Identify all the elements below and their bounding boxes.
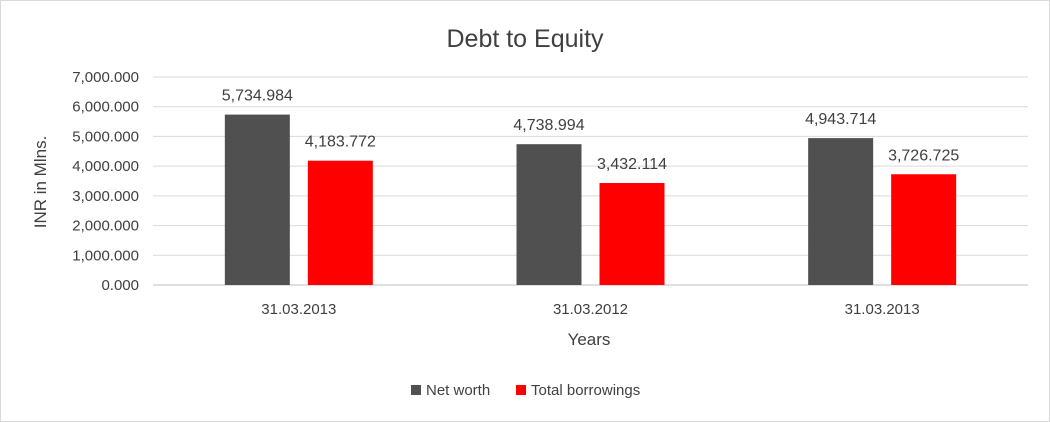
y-tick-label: 2,000.000 [72,218,139,235]
legend-label: Total borrowings [531,382,640,399]
gridlines [153,76,1028,286]
x-tick-label: 31.03.2013 [261,301,336,318]
y-axis-title: INR in Mlns. [31,136,50,229]
x-tick-label: 31.03.2013 [845,301,920,318]
y-tick-label: 3,000.000 [72,188,139,205]
bar-total-borrowings [891,174,957,285]
y-tick-label: 1,000.000 [72,247,139,264]
x-tick-label: 31.03.2012 [553,301,628,318]
y-tick-label: 7,000.000 [72,69,139,86]
chart-title: Debt to Equity [446,25,604,53]
legend-label: Net worth [426,382,490,399]
legend-swatch [411,385,421,395]
data-label: 5,734.984 [222,88,293,105]
y-tick-label: 5,000.000 [72,128,139,145]
y-tick-label: 4,000.000 [72,158,139,175]
bar-total-borrowings [307,160,373,285]
bars: 5,734.984 4,183.772 4,738.994 3,432.114 4,94… [222,88,959,285]
y-tick-label: 0.000 [101,277,139,294]
data-label: 3,726.725 [888,147,959,164]
legend: Net worth Total borrowings [411,382,640,399]
legend-swatch [516,385,526,395]
y-tick-label: 6,000.000 [72,99,139,116]
bar-net-worth [516,144,582,285]
legend-item: Net worth [411,382,490,399]
bar-net-worth [224,114,290,285]
bar-net-worth [808,138,874,285]
bar-total-borrowings [599,183,665,285]
legend-item: Total borrowings [516,382,640,399]
x-axis-ticks: 31.03.2013 31.03.2012 31.03.2013 [261,301,919,318]
data-label: 3,432.114 [597,156,667,173]
data-label: 4,943.714 [805,111,876,128]
x-axis-title: Years [568,330,611,349]
data-label: 4,738.994 [513,117,584,134]
y-axis-ticks: 0.000 1,000.000 2,000.000 3,000.000 4,000.00… [72,69,139,294]
data-label: 4,183.772 [305,134,376,151]
